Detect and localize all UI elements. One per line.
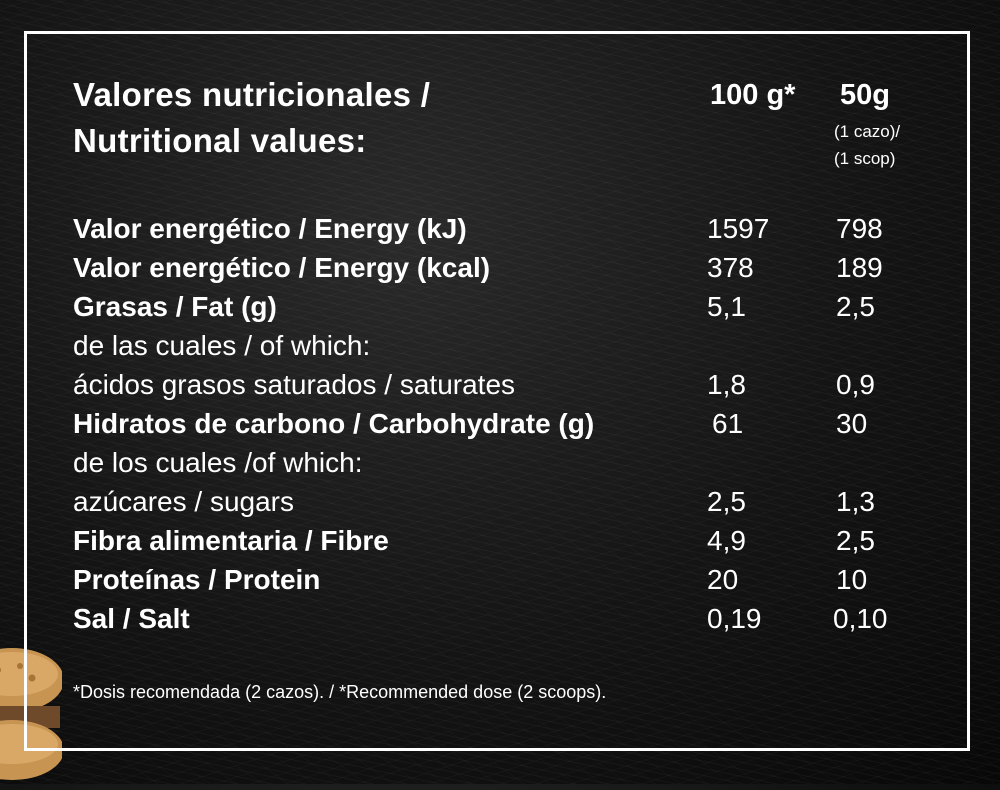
row-salt: Sal / Salt 0,19 0,10	[0, 600, 1000, 638]
row-of-which-fat: de las cuales / of which:	[0, 327, 1000, 365]
row-sugars: azúcares / sugars 2,5 1,3	[0, 483, 1000, 521]
value-50g: 798	[836, 213, 883, 244]
row-energy-kcal: Valor energético / Energy (kcal) 378 189	[0, 249, 1000, 287]
value-100g: 0,19	[707, 603, 762, 634]
content-frame	[24, 31, 970, 751]
value-100g: 378	[707, 252, 754, 283]
row-label: Valor energético / Energy (kJ)	[73, 213, 467, 244]
title-line-en: Nutritional values:	[73, 122, 367, 159]
value-100g: 5,1	[707, 291, 746, 322]
row-label: Sal / Salt	[73, 603, 190, 634]
row-label: Valor energético / Energy (kcal)	[73, 252, 491, 283]
row-fibre: Fibra alimentaria / Fibre 4,9 2,5	[0, 522, 1000, 560]
row-label: ácidos grasos saturados / saturates	[73, 369, 516, 400]
value-50g: 1,3	[836, 486, 875, 517]
value-50g: 10	[836, 564, 868, 595]
row-label: Proteínas / Protein	[73, 564, 321, 595]
footnote: *Dosis recomendada (2 cazos). / *Recomme…	[73, 682, 607, 702]
row-label: de los cuales /of which:	[73, 447, 363, 478]
value-100g: 1,8	[707, 369, 746, 400]
note-line-en: (1 scop)	[834, 149, 896, 168]
column-header-50g-note: (1 cazo)/ (1 scop)	[834, 118, 900, 172]
column-header-100g: 100 g*	[710, 79, 796, 111]
value-50g: 0,10	[833, 603, 888, 634]
value-50g: 0,9	[836, 369, 875, 400]
value-50g: 30	[836, 408, 868, 439]
row-of-which-carbs: de los cuales /of which:	[0, 444, 1000, 482]
page-title: Valores nutricionales / Nutritional valu…	[73, 72, 430, 164]
row-label: azúcares / sugars	[73, 486, 294, 517]
value-50g: 189	[836, 252, 883, 283]
note-line-es: (1 cazo)/	[834, 122, 901, 141]
value-50g: 2,5	[836, 525, 875, 556]
row-carbohydrate: Hidratos de carbono / Carbohydrate (g) 6…	[0, 405, 1000, 443]
row-protein: Proteínas / Protein 20 10	[0, 561, 1000, 599]
value-100g: 2,5	[707, 486, 746, 517]
value-100g: 1597	[707, 213, 770, 244]
row-fat: Grasas / Fat (g) 5,1 2,5	[0, 288, 1000, 326]
row-label: Grasas / Fat (g)	[73, 291, 277, 322]
row-saturates: ácidos grasos saturados / saturates 1,8 …	[0, 366, 1000, 404]
row-label: Fibra alimentaria / Fibre	[73, 525, 389, 556]
row-energy-kj: Valor energético / Energy (kJ) 1597 798	[0, 210, 1000, 248]
column-header-50g: 50g	[840, 79, 890, 111]
row-label: Hidratos de carbono / Carbohydrate (g)	[73, 408, 595, 439]
value-100g: 20	[707, 564, 739, 595]
title-line-es: Valores nutricionales /	[73, 76, 431, 113]
value-50g: 2,5	[836, 291, 875, 322]
value-100g: 61	[712, 408, 744, 439]
value-100g: 4,9	[707, 525, 746, 556]
row-label: de las cuales / of which:	[73, 330, 371, 361]
